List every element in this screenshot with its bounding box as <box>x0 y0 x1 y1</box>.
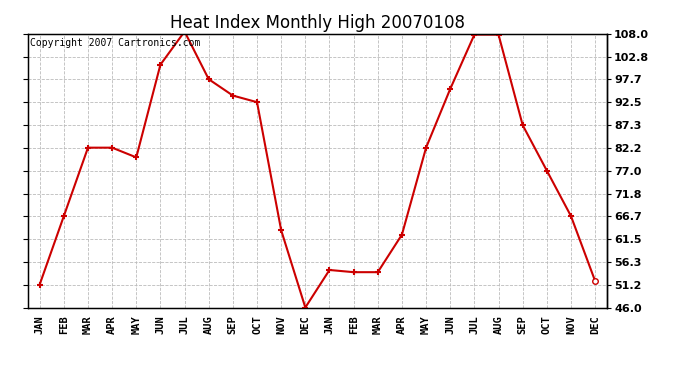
Title: Heat Index Monthly High 20070108: Heat Index Monthly High 20070108 <box>170 14 465 32</box>
Text: Copyright 2007 Cartronics.com: Copyright 2007 Cartronics.com <box>30 38 201 48</box>
